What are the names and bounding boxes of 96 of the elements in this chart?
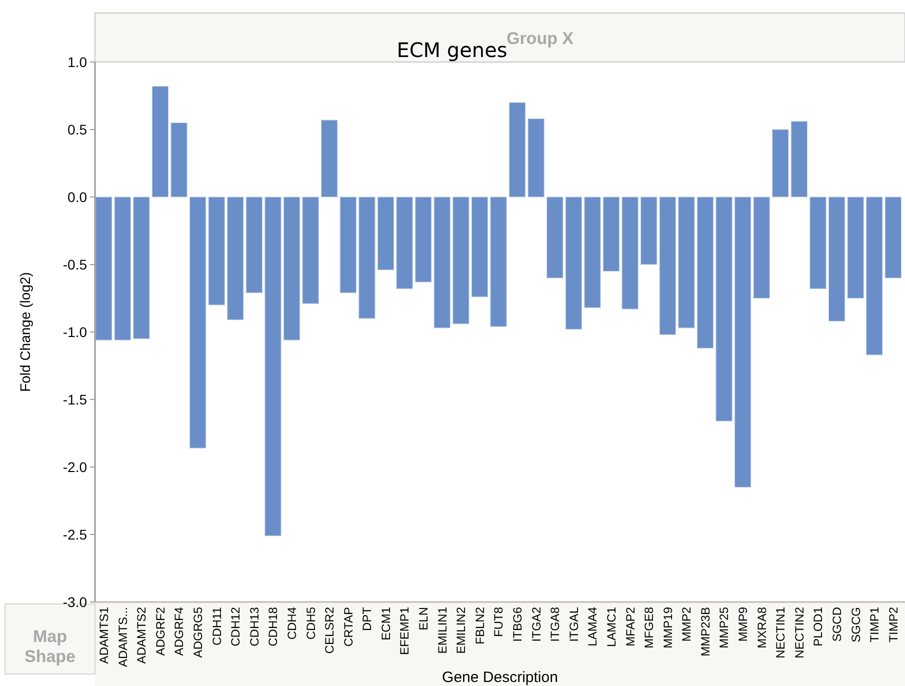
bar	[208, 196, 225, 306]
y-tick-label: -0.5	[62, 256, 88, 272]
bar	[452, 196, 470, 324]
bar	[95, 196, 112, 340]
x-tick-label: ADAMTS1	[97, 606, 112, 664]
x-tick-label: ECM1	[378, 606, 393, 640]
bar	[528, 118, 544, 198]
bar	[302, 196, 319, 304]
x-tick-label: MMP25	[717, 606, 732, 648]
x-tick-label: CDH12	[228, 606, 243, 646]
y-tick-label: -1.5	[62, 391, 88, 408]
bar	[170, 122, 188, 198]
x-tick-label: CRTAP	[341, 607, 356, 647]
x-tick-label: NECTIN2	[792, 606, 806, 658]
x-tick-label: PLOD1	[811, 606, 826, 646]
x-tick-label: CELSR2	[322, 606, 337, 654]
x-tick-label: TIMP1	[868, 606, 882, 642]
x-tick-label: LAMA4	[586, 606, 600, 646]
bar	[508, 102, 526, 198]
x-tick-label: CDH5	[304, 606, 318, 640]
bar	[246, 196, 263, 294]
bar	[622, 196, 638, 310]
x-tick-label: SGCG	[848, 607, 863, 642]
x-tick-label: EMILIN1	[435, 606, 450, 654]
bar	[734, 196, 752, 488]
bar	[434, 196, 450, 328]
x-tick-label: ADGRF4	[172, 606, 186, 656]
text: Group X	[506, 29, 574, 48]
text: Map Shape	[24, 627, 76, 666]
bar	[471, 196, 488, 298]
bar	[866, 196, 883, 356]
x-tick-label: FUT8	[492, 606, 506, 637]
x-tick-label: ADGRF2	[153, 606, 168, 656]
y-tick-label: -2.0	[62, 458, 88, 475]
bar	[152, 86, 169, 198]
x-axis-title: Gene Description	[442, 669, 558, 686]
bar	[678, 196, 695, 328]
x-tick-label: ADAMTS2	[134, 606, 149, 664]
x-tick-label: ITGA8	[548, 606, 562, 642]
bar	[565, 196, 582, 330]
x-tick-label: MMP2	[680, 606, 694, 642]
x-tick-label: FBLN2	[472, 606, 487, 644]
x-tick-label: ADAMTS...	[116, 607, 130, 668]
x-tick-label: MMP23B	[698, 607, 712, 656]
x-tick-label: ITGAL	[566, 606, 581, 642]
x-tick-label: EFEMP1	[398, 606, 412, 656]
y-tick-label: 0.5	[68, 121, 88, 138]
x-tick-label: MFAP2	[623, 606, 638, 646]
bar	[133, 196, 150, 340]
bar	[414, 196, 432, 282]
x-tick-label: MFGE8	[642, 606, 656, 648]
chart-title: ECM genes	[396, 38, 508, 62]
x-tick-label: CDH13	[247, 606, 262, 646]
x-tick-label: MXRA8	[754, 606, 769, 648]
bar	[772, 129, 789, 198]
x-tick-label: NECTIN1	[774, 606, 788, 658]
bar	[790, 121, 808, 198]
y-tick-label: -3.0	[62, 594, 88, 610]
y-tick-label: 0.0	[68, 188, 88, 205]
x-tick-label: ELN	[416, 607, 431, 630]
x-tick-label: ITGA2	[529, 606, 544, 642]
x-tick-label: MMP9	[736, 606, 750, 642]
bar	[114, 196, 132, 340]
bar	[396, 196, 413, 290]
x-tick-label: DPT	[360, 606, 374, 631]
bar	[358, 196, 376, 319]
x-tick-label: SGCD	[830, 606, 844, 642]
bar	[602, 196, 620, 272]
x-tick-label: ITBG6	[510, 606, 524, 642]
bar	[264, 196, 282, 536]
bar	[546, 196, 564, 278]
y-axis-title: Fold Change (log2)	[17, 272, 33, 392]
bar	[847, 196, 864, 299]
bar	[283, 196, 300, 340]
x-tick-label: EMILIN2	[454, 606, 468, 654]
bar	[810, 196, 826, 290]
x-tick-label: CDH18	[266, 606, 280, 646]
bar	[490, 196, 507, 327]
bar	[227, 196, 244, 320]
bar	[584, 196, 601, 308]
bar	[696, 196, 714, 348]
x-tick-label: MMP19	[660, 606, 675, 648]
y-tick-label: -1.0	[62, 324, 88, 340]
x-tick-label: CDH11	[210, 606, 224, 646]
x-tick-label: TIMP2	[886, 606, 900, 642]
y-tick-label: -2.5	[62, 526, 88, 542]
x-tick-label: CDH4	[284, 606, 299, 640]
bar	[884, 196, 902, 278]
bar	[753, 196, 770, 299]
y-tick-label: 1.0	[68, 54, 88, 70]
x-tick-label: ADGRG5	[191, 606, 205, 658]
bar	[377, 196, 394, 270]
bar	[828, 196, 846, 322]
x-tick-label: LAMC1	[604, 606, 618, 648]
bar	[716, 196, 732, 422]
bar	[189, 196, 206, 448]
